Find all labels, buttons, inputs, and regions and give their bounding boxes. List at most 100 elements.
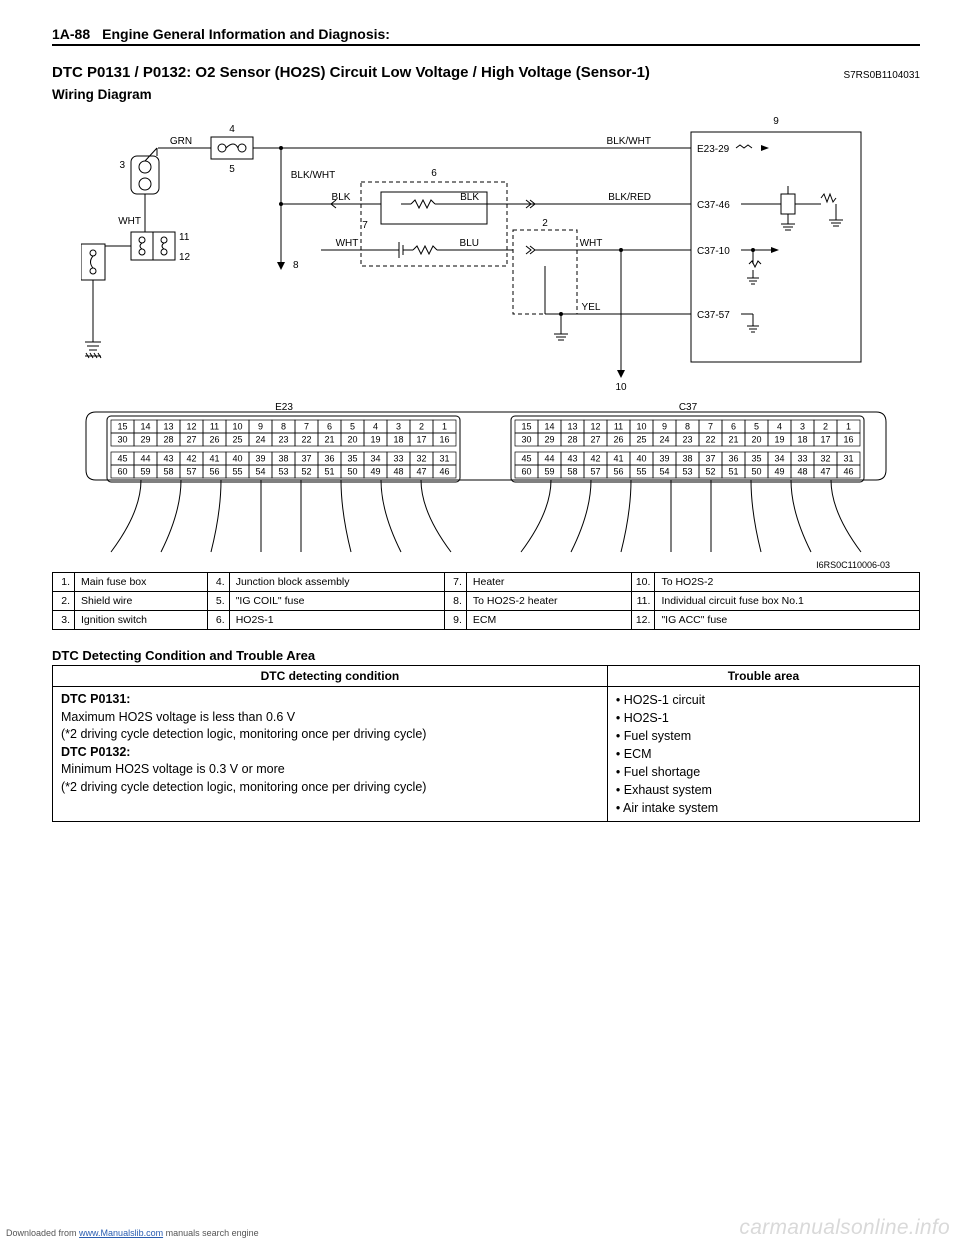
svg-text:50: 50 [751,466,761,476]
num-10: 10 [615,382,627,393]
trouble-item: Fuel shortage [616,763,911,781]
svg-text:46: 46 [843,466,853,476]
svg-text:17: 17 [820,434,830,444]
svg-text:27: 27 [186,434,196,444]
svg-text:9: 9 [662,421,667,431]
svg-text:26: 26 [209,434,219,444]
svg-text:6: 6 [731,421,736,431]
doc-code: S7RS0B1104031 [843,70,920,81]
trouble-item: Exhaust system [616,781,911,799]
svg-text:56: 56 [613,466,623,476]
svg-text:38: 38 [278,453,288,463]
svg-text:45: 45 [117,453,127,463]
num-11: 11 [179,232,190,243]
svg-text:24: 24 [255,434,265,444]
figure-code: I6RS0C110006-03 [52,560,890,570]
svg-text:48: 48 [393,466,403,476]
svg-text:32: 32 [416,453,426,463]
svg-text:19: 19 [370,434,380,444]
svg-text:36: 36 [324,453,334,463]
svg-text:58: 58 [163,466,173,476]
svg-text:25: 25 [636,434,646,444]
svg-text:1: 1 [846,421,851,431]
svg-text:10: 10 [232,421,242,431]
svg-text:33: 33 [393,453,403,463]
svg-text:5: 5 [754,421,759,431]
svg-text:24: 24 [659,434,669,444]
svg-text:41: 41 [209,453,219,463]
svg-text:30: 30 [521,434,531,444]
section-subtitle: Wiring Diagram [52,87,920,102]
svg-text:60: 60 [117,466,127,476]
svg-text:20: 20 [751,434,761,444]
svg-text:46: 46 [439,466,449,476]
svg-text:12: 12 [186,421,196,431]
svg-text:47: 47 [416,466,426,476]
wire-blk2: BLK [460,192,479,203]
svg-text:13: 13 [163,421,173,431]
svg-text:49: 49 [774,466,784,476]
svg-text:8: 8 [685,421,690,431]
svg-text:5: 5 [350,421,355,431]
svg-text:44: 44 [544,453,554,463]
svg-text:37: 37 [301,453,311,463]
wire-blu: BLU [460,238,479,249]
svg-text:15: 15 [521,421,531,431]
svg-text:17: 17 [416,434,426,444]
svg-text:57: 57 [590,466,600,476]
svg-text:57: 57 [186,466,196,476]
wire-yel: YEL [582,302,601,313]
num-2: 2 [542,218,548,229]
svg-text:58: 58 [567,466,577,476]
svg-text:51: 51 [728,466,738,476]
svg-text:13: 13 [567,421,577,431]
svg-text:52: 52 [301,466,311,476]
svg-text:44: 44 [140,453,150,463]
svg-text:48: 48 [797,466,807,476]
svg-text:32: 32 [820,453,830,463]
svg-text:30: 30 [117,434,127,444]
wire-wht: WHT [118,216,141,227]
svg-text:54: 54 [659,466,669,476]
page-header: 1A-88 Engine General Information and Dia… [52,26,920,46]
dtc-col1: DTC detecting condition [53,666,608,687]
svg-text:51: 51 [324,466,334,476]
svg-text:45: 45 [521,453,531,463]
dtc-col2: Trouble area [607,666,919,687]
legend-table: 1.Main fuse box4.Junction block assembly… [52,572,920,630]
dtc-table: DTC detecting condition Trouble area DTC… [52,665,920,822]
num-4: 4 [229,124,235,135]
svg-text:11: 11 [210,421,219,431]
pin-c37-46: C37-46 [697,200,730,211]
svg-text:38: 38 [682,453,692,463]
footer-link[interactable]: www.Manualslib.com [79,1228,163,1238]
svg-text:20: 20 [347,434,357,444]
svg-text:56: 56 [209,466,219,476]
svg-text:53: 53 [278,466,288,476]
svg-text:18: 18 [797,434,807,444]
svg-text:35: 35 [751,453,761,463]
svg-text:18: 18 [393,434,403,444]
connector-e23: E23 [275,402,293,413]
svg-text:28: 28 [163,434,173,444]
dtc-heading: DTC Detecting Condition and Trouble Area [52,648,920,663]
svg-text:31: 31 [439,453,449,463]
svg-text:55: 55 [232,466,242,476]
pin-e23-29: E23-29 [697,144,730,155]
svg-text:28: 28 [567,434,577,444]
svg-text:4: 4 [777,421,782,431]
wire-blkwht2: BLK/WHT [291,170,335,181]
svg-text:23: 23 [278,434,288,444]
svg-text:35: 35 [347,453,357,463]
svg-text:50: 50 [347,466,357,476]
wire-wht2: WHT [336,238,359,249]
svg-text:8: 8 [281,421,286,431]
svg-text:33: 33 [797,453,807,463]
svg-text:47: 47 [820,466,830,476]
svg-text:21: 21 [728,434,738,444]
svg-text:39: 39 [659,453,669,463]
svg-text:3: 3 [396,421,401,431]
svg-text:7: 7 [304,421,309,431]
pin-c37-57: C37-57 [697,310,730,321]
svg-text:43: 43 [163,453,173,463]
